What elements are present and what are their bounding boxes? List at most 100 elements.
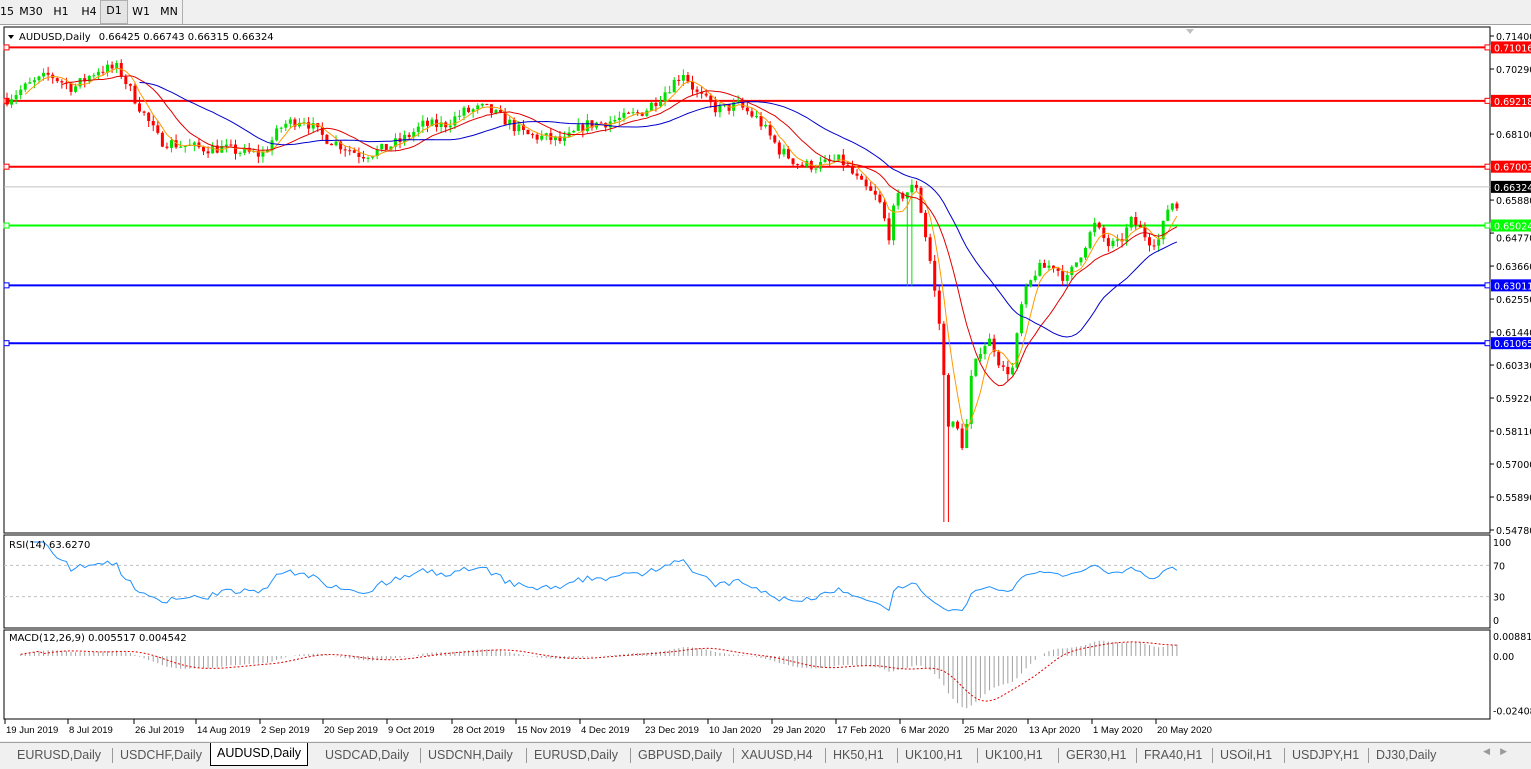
tab-usdjpy-h1[interactable]: USDJPY,H1 bbox=[1292, 748, 1360, 762]
bear-candle bbox=[147, 112, 151, 122]
bull-candle bbox=[764, 124, 768, 127]
bull-candle bbox=[480, 103, 484, 106]
tab-scroll-arrows[interactable]: ◀▶ bbox=[1483, 747, 1517, 757]
tab-usdchf-daily[interactable]: USDCHF,Daily bbox=[120, 748, 202, 762]
tab-uk100-h1[interactable]: UK100,H1 bbox=[905, 748, 963, 762]
tab-usdcad-daily[interactable]: USDCAD,Daily bbox=[325, 748, 410, 762]
timeframe-mn[interactable]: MN bbox=[160, 5, 178, 18]
bull-candle bbox=[1157, 239, 1161, 246]
rsi-label: RSI(14) 63.6270 bbox=[9, 540, 90, 551]
timeframe-h4[interactable]: H4 bbox=[81, 5, 97, 18]
bull-candle bbox=[179, 146, 183, 148]
bear-candle bbox=[384, 143, 388, 150]
tab-divider bbox=[420, 748, 421, 763]
bear-candle bbox=[1061, 270, 1065, 281]
date-tick-label: 26 Jul 2019 bbox=[135, 725, 184, 736]
bear-candle bbox=[352, 150, 356, 153]
date-tick-label: 1 May 2020 bbox=[1093, 725, 1143, 736]
tab-audusd-daily[interactable]: AUDUSD,Daily bbox=[210, 743, 309, 766]
bull-candle bbox=[1161, 220, 1165, 240]
timeframe-15[interactable]: 15 bbox=[0, 5, 14, 18]
bull-candle bbox=[814, 168, 818, 170]
line-handle-icon[interactable] bbox=[1484, 163, 1491, 170]
price-line-badge bbox=[1491, 279, 1531, 292]
tab-fra40-h1[interactable]: FRA40,H1 bbox=[1144, 748, 1203, 762]
bull-candle bbox=[87, 75, 91, 82]
bear-candle bbox=[860, 175, 864, 180]
bull-candle bbox=[1079, 257, 1083, 263]
tab-dj30-daily[interactable]: DJ30,Daily bbox=[1376, 748, 1437, 762]
macd-panel[interactable] bbox=[3, 629, 1491, 720]
line-handle-icon[interactable] bbox=[3, 282, 10, 289]
tab-divider bbox=[977, 748, 978, 763]
tab-ger30-h1[interactable]: GER30,H1 bbox=[1066, 748, 1127, 762]
bull-candle bbox=[448, 125, 452, 128]
date-tick-label: 15 Nov 2019 bbox=[517, 725, 571, 736]
bear-candle bbox=[942, 323, 946, 376]
tab-usoil-h1[interactable]: USOil,H1 bbox=[1220, 748, 1273, 762]
line-handle-icon[interactable] bbox=[3, 222, 10, 229]
tab-xauusd-h4[interactable]: XAUUSD,H4 bbox=[741, 748, 813, 762]
tab-usdcnh-daily[interactable]: USDCNH,Daily bbox=[428, 748, 513, 762]
tab-divider bbox=[630, 748, 631, 763]
bull-candle bbox=[905, 192, 909, 199]
tab-divider bbox=[1212, 748, 1213, 763]
bear-candle bbox=[110, 64, 114, 69]
bull-candle bbox=[261, 151, 265, 157]
line-handle-icon[interactable] bbox=[3, 163, 10, 170]
scroll-right-icon[interactable]: ▶ bbox=[1500, 747, 1517, 757]
bull-candle bbox=[1015, 333, 1019, 368]
bear-candle bbox=[339, 141, 343, 150]
bear-candle bbox=[873, 190, 877, 195]
date-tick-label: 9 Oct 2019 bbox=[388, 725, 434, 736]
line-handle-icon[interactable] bbox=[1484, 282, 1491, 289]
bear-candle bbox=[704, 93, 708, 96]
bull-candle bbox=[23, 83, 27, 90]
tab-eurusd-daily[interactable]: EURUSD,Daily bbox=[17, 748, 102, 762]
macd-tick-label: 0.008815 bbox=[1493, 632, 1531, 643]
tab-uk100-h1[interactable]: UK100,H1 bbox=[985, 748, 1043, 762]
bull-candle bbox=[183, 146, 187, 148]
bull-candle bbox=[718, 105, 722, 113]
tab-gbpusd-daily[interactable]: GBPUSD,Daily bbox=[638, 748, 723, 762]
rsi-panel[interactable] bbox=[3, 534, 1491, 629]
tab-divider bbox=[733, 748, 734, 763]
tab-divider bbox=[526, 748, 527, 763]
bear-candle bbox=[1056, 268, 1060, 271]
line-handle-icon[interactable] bbox=[1484, 340, 1491, 347]
bull-candle bbox=[476, 105, 480, 110]
line-handle-icon[interactable] bbox=[3, 44, 10, 51]
bear-candle bbox=[869, 186, 873, 191]
scroll-left-icon[interactable]: ◀ bbox=[1483, 747, 1501, 757]
bull-candle bbox=[659, 101, 663, 106]
chart-menu-triangle-icon[interactable] bbox=[8, 35, 14, 39]
bull-candle bbox=[14, 95, 18, 100]
bull-candle bbox=[805, 160, 809, 167]
shift-marker-icon[interactable] bbox=[1186, 29, 1194, 34]
bull-candle bbox=[106, 64, 110, 73]
tab-eurusd-daily[interactable]: EURUSD,Daily bbox=[534, 748, 619, 762]
timeframe-h1[interactable]: H1 bbox=[53, 5, 69, 18]
bull-candle bbox=[544, 133, 548, 136]
timeframe-w1[interactable]: W1 bbox=[132, 5, 150, 18]
bear-candle bbox=[850, 165, 854, 174]
tab-hk50-h1[interactable]: HK50,H1 bbox=[833, 748, 884, 762]
bull-candle bbox=[10, 99, 14, 105]
line-handle-icon[interactable] bbox=[3, 340, 10, 347]
line-handle-icon[interactable] bbox=[1484, 44, 1491, 51]
bear-candle bbox=[1006, 366, 1010, 375]
bear-candle bbox=[174, 140, 178, 148]
timeframe-m30[interactable]: M30 bbox=[19, 5, 43, 18]
chart-ohlc-label: 0.66425 0.66743 0.66315 0.66324 bbox=[99, 32, 274, 43]
line-handle-icon[interactable] bbox=[1484, 222, 1491, 229]
line-handle-icon[interactable] bbox=[1484, 97, 1491, 104]
bear-candle bbox=[791, 158, 795, 165]
date-tick-label: 25 Mar 2020 bbox=[964, 725, 1017, 736]
date-tick-label: 23 Dec 2019 bbox=[645, 725, 699, 736]
bear-candle bbox=[924, 212, 928, 238]
bull-candle bbox=[983, 346, 987, 355]
bear-candle bbox=[928, 237, 932, 261]
timeframe-d1[interactable]: D1 bbox=[100, 0, 128, 24]
